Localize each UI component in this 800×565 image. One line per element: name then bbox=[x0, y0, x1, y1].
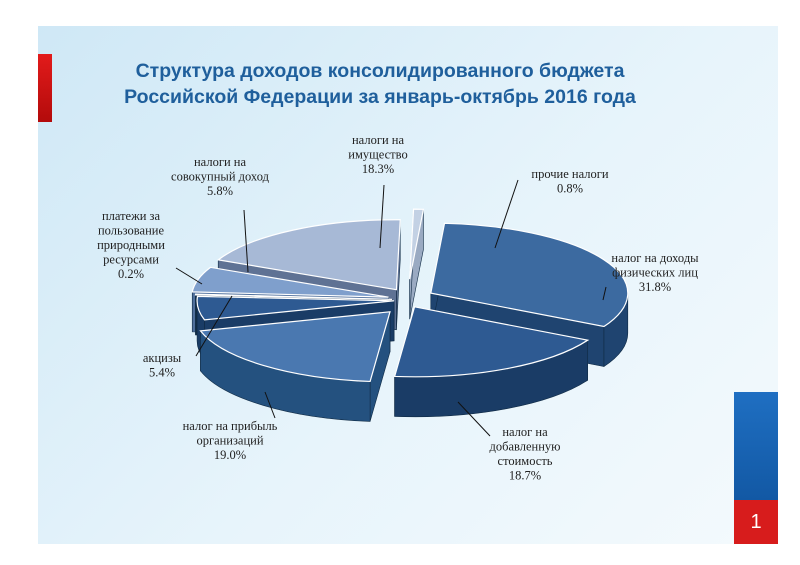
leader-line bbox=[195, 295, 233, 357]
slice-name-label: прочие налоги bbox=[531, 167, 608, 181]
leader-line bbox=[243, 209, 249, 273]
pie-slice-top bbox=[191, 266, 389, 298]
slice-name-label: налоги на bbox=[194, 155, 246, 169]
chart-title-line-1: Структура доходов консолидированного бюд… bbox=[135, 60, 625, 82]
leader-lines bbox=[175, 179, 607, 437]
slice-label: налоги на совокупный доход 5.8% bbox=[171, 155, 270, 198]
chart-title: Структура доходов консолидированного бюд… bbox=[70, 58, 690, 110]
slice-label: налог на доходы физических лиц 31.8% bbox=[611, 251, 699, 294]
page-number: 1 bbox=[734, 500, 778, 544]
slice-labels: налог на доходы физических лиц 31.8%налог … bbox=[97, 133, 699, 483]
leader-line bbox=[264, 391, 276, 419]
leader-line bbox=[379, 184, 385, 249]
slice-label: акцизы 5.4% bbox=[143, 351, 182, 380]
chart-title-line-2: Российской Федерации за январь-октябрь 2… bbox=[124, 86, 636, 108]
pie-slice-top bbox=[196, 295, 395, 321]
slice-label: налог на добавленную стоимость 18.7% bbox=[489, 425, 560, 483]
pie-slice-top bbox=[199, 311, 391, 383]
slice-label: платежи за пользование природными ресурсами… bbox=[97, 209, 165, 281]
slice-value-label: 18.7% bbox=[509, 469, 541, 483]
leader-line bbox=[494, 179, 519, 249]
slice-value-label: 5.8% bbox=[207, 184, 233, 198]
slice-name-label: совокупный доход bbox=[171, 170, 270, 184]
pie-slice-top bbox=[393, 306, 590, 378]
pie-slice bbox=[409, 208, 425, 320]
pie-slices bbox=[191, 208, 629, 422]
pie-slice-top bbox=[216, 219, 401, 291]
leader-line bbox=[457, 401, 491, 437]
slice-name-label: физических лиц bbox=[612, 266, 698, 280]
slice-label: налоги на имущество 18.3% bbox=[348, 133, 407, 176]
slice-label: прочие налоги 0.8% bbox=[531, 167, 608, 196]
slide-background bbox=[38, 26, 778, 544]
slice-name-label: имущество bbox=[348, 148, 407, 162]
slice-name-label: акцизы bbox=[143, 351, 182, 365]
leader-line bbox=[602, 286, 607, 301]
slice-name-label: налог на прибыль bbox=[183, 419, 278, 433]
pie-slice bbox=[199, 311, 391, 422]
slice-name-label: природными bbox=[97, 238, 165, 252]
slice-value-label: 0.2% bbox=[118, 267, 144, 281]
slice-name-label: организаций bbox=[196, 434, 263, 448]
pie-slice-top bbox=[409, 208, 425, 280]
pie-slice-top bbox=[430, 222, 629, 328]
slice-value-label: 0.8% bbox=[557, 182, 583, 196]
slice-label: налог на прибыль организаций 19.0% bbox=[183, 419, 278, 462]
pie-slice-top bbox=[194, 293, 393, 300]
slice-name-label: стоимость bbox=[498, 454, 553, 468]
slice-name-label: налог на доходы bbox=[611, 251, 699, 265]
slice-name-label: пользование bbox=[98, 224, 164, 238]
pie-slice bbox=[393, 306, 590, 418]
slice-value-label: 19.0% bbox=[214, 448, 246, 462]
slice-name-label: добавленную bbox=[489, 440, 560, 454]
slice-value-label: 18.3% bbox=[362, 162, 394, 176]
slice-value-label: 5.4% bbox=[149, 366, 175, 380]
slice-name-label: налог на bbox=[502, 425, 548, 439]
leader-line bbox=[175, 267, 203, 285]
slice-name-label: платежи за bbox=[102, 209, 161, 223]
slice-name-label: налоги на bbox=[352, 133, 404, 147]
accent-bar bbox=[38, 54, 52, 122]
slice-value-label: 31.8% bbox=[639, 280, 671, 294]
slice-name-label: ресурсами bbox=[103, 253, 159, 267]
